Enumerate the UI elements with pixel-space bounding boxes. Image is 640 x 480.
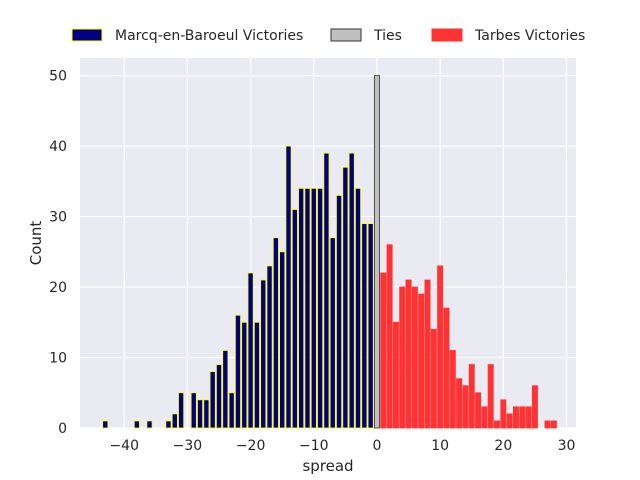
- y-tick-label: 20: [49, 280, 67, 296]
- bar-marcq-neg10: [310, 187, 317, 429]
- bar-marcq-neg18: [260, 279, 267, 429]
- bar-tarbes-4: [399, 286, 406, 429]
- bar-tarbes-25: [531, 385, 538, 429]
- x-tick-label: 0: [373, 438, 382, 454]
- y-tick-label: 10: [49, 351, 67, 367]
- bar-marcq-neg33: [165, 420, 172, 429]
- y-tick-labels: 0 10 20 30 40 50: [49, 69, 67, 437]
- bar-marcq-neg43: [102, 420, 109, 429]
- bar-marcq-neg1: [367, 223, 374, 429]
- bar-tarbes-9: [430, 328, 437, 429]
- bar-tarbes-24: [525, 406, 532, 429]
- bar-marcq-neg7: [329, 237, 336, 429]
- bar-tarbes-21: [506, 413, 513, 429]
- legend-label: Tarbes Victories: [474, 28, 585, 44]
- bar-marcq-neg6: [336, 195, 343, 429]
- bar-tarbes-16: [475, 392, 482, 429]
- bar-tarbes-2: [386, 244, 393, 429]
- y-tick-label: 0: [58, 421, 67, 437]
- bar-tarbes-27: [544, 420, 551, 429]
- bar-marcq-neg8: [323, 152, 330, 429]
- bar-marcq-neg29: [190, 392, 197, 429]
- bar-marcq-neg16: [272, 237, 279, 429]
- bar-tarbes-28: [550, 420, 557, 429]
- bar-tarbes-6: [411, 286, 418, 429]
- bar-marcq-neg24: [222, 350, 229, 429]
- bar-marcq-neg32: [171, 413, 178, 429]
- bar-marcq-neg5: [342, 166, 349, 429]
- bar-tarbes-19: [494, 420, 501, 429]
- bar-marcq-neg26: [209, 371, 216, 429]
- legend-swatch: [71, 28, 103, 42]
- x-tick-label: 30: [558, 438, 576, 454]
- x-tick-label: −10: [299, 438, 329, 454]
- bar-marcq-neg21: [241, 321, 248, 429]
- bar-tarbes-13: [456, 378, 463, 429]
- y-axis-label: Count: [27, 221, 45, 266]
- bar-marcq-neg38: [133, 420, 140, 429]
- bar-tarbes-11: [443, 307, 450, 429]
- x-tick-label: −30: [173, 438, 203, 454]
- bar-tarbes-20: [500, 399, 507, 429]
- legend: Marcq-en-Baroeul Victories Ties Tarbes Vic…: [71, 28, 585, 44]
- bar-marcq-neg22: [234, 314, 241, 429]
- bar-marcq-neg36: [146, 420, 153, 429]
- bar-marcq-neg13: [291, 209, 298, 429]
- bar-tarbes-14: [462, 385, 469, 429]
- bar-marcq-neg11: [304, 187, 311, 429]
- bar-tarbes-22: [512, 406, 519, 429]
- bar-marcq-neg2: [361, 223, 368, 429]
- bar-marcq-neg4: [348, 152, 355, 429]
- legend-swatch: [330, 28, 362, 42]
- legend-label: Marcq-en-Baroeul Victories: [115, 28, 303, 44]
- y-tick-label: 30: [49, 210, 67, 226]
- bar-tarbes-15: [468, 364, 475, 429]
- bar-marcq-neg15: [279, 251, 286, 429]
- x-tick-labels: −40 −30 −20 −10 0 10 20 30: [109, 438, 575, 454]
- bar-tarbes-23: [519, 406, 526, 429]
- bar-marcq-neg3: [355, 187, 362, 429]
- bar-tarbes-18: [487, 364, 494, 429]
- x-tick-label: 20: [494, 438, 512, 454]
- bars: [102, 75, 557, 429]
- bar-marcq-neg25: [216, 364, 222, 429]
- bar-marcq-neg23: [228, 392, 235, 429]
- bar-tarbes-3: [392, 321, 399, 429]
- x-axis-label: spread: [302, 457, 353, 475]
- y-tick-label: 50: [49, 69, 67, 85]
- bar-tarbes-17: [481, 406, 488, 429]
- bar-marcq-neg14: [285, 145, 292, 429]
- bar-tarbes-12: [449, 350, 456, 429]
- bar-tarbes-1: [380, 272, 387, 429]
- bar-tarbes-5: [405, 279, 412, 429]
- bar-marcq-neg20: [247, 272, 254, 429]
- y-tick-label: 40: [49, 139, 67, 155]
- x-tick-label: 10: [431, 438, 449, 454]
- bar-marcq-neg31: [178, 392, 185, 429]
- x-tick-label: −20: [236, 438, 266, 454]
- bar-marcq-neg9: [317, 187, 324, 429]
- x-tick-label: −40: [109, 438, 139, 454]
- bar-marcq-neg28: [197, 399, 204, 429]
- bar-marcq-neg12: [298, 187, 305, 429]
- bar-tarbes-10: [437, 265, 444, 429]
- bar-tarbes-7: [418, 293, 425, 429]
- bar-marcq-neg19: [253, 321, 260, 429]
- legend-swatch: [431, 28, 463, 42]
- bar-tarbes-8: [424, 279, 431, 429]
- legend-label: Ties: [373, 28, 402, 44]
- bar-marcq-neg17: [266, 265, 273, 429]
- bar-ties-0: [373, 75, 380, 429]
- bar-marcq-neg27: [203, 399, 210, 429]
